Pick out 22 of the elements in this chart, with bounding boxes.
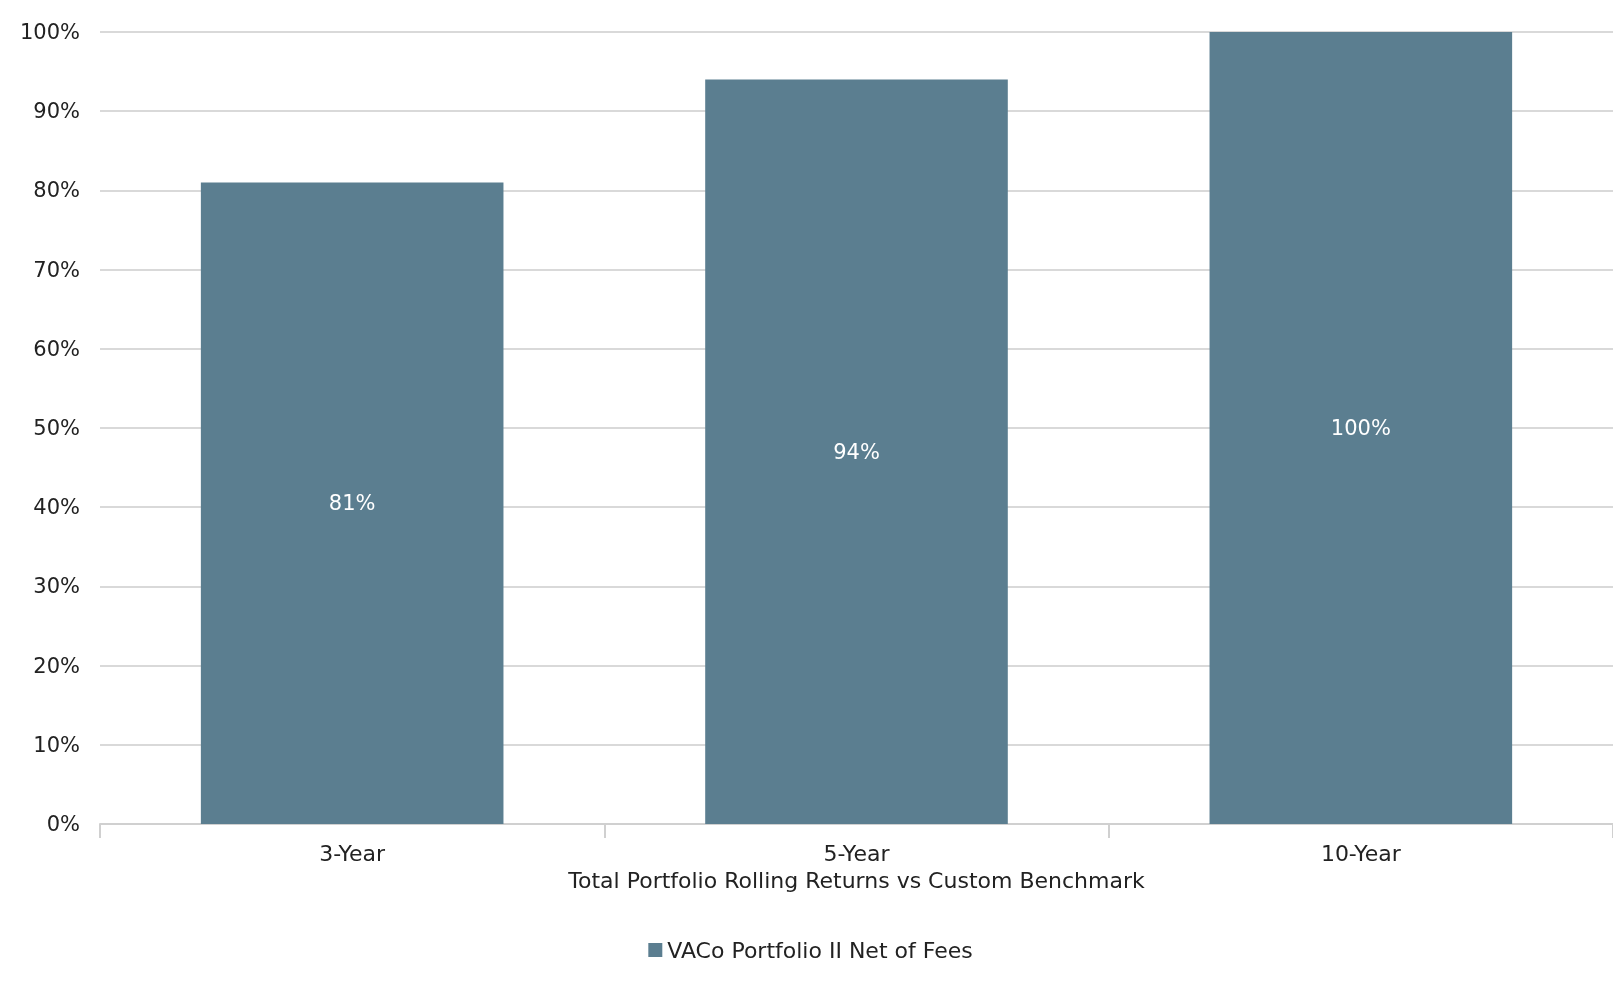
x-tick-label: 3-Year [319, 840, 387, 866]
bar [200, 182, 504, 824]
y-tick-label: 0% [46, 812, 80, 836]
data-label: 100% [1330, 416, 1391, 440]
y-tick-label: 80% [33, 178, 80, 203]
x-axis-title: Total Portfolio Rolling Returns vs Custom Benchmark [567, 867, 1145, 893]
y-tick-label: 50% [33, 416, 80, 440]
y-tick-label: 60% [33, 336, 80, 361]
y-tick-label: 90% [33, 99, 80, 124]
y-tick-label: 10% [33, 732, 80, 757]
y-tick-label: 40% [33, 495, 80, 520]
y-tick-label: 70% [33, 257, 80, 282]
bar [705, 79, 1008, 824]
bar [1209, 32, 1513, 824]
x-tick-label: 5-Year [823, 840, 891, 866]
data-label: 81% [328, 491, 376, 516]
legend-label: VACo Portfolio II Net of Fees [667, 937, 973, 963]
y-tick-label: 100% [19, 20, 80, 44]
y-tick-label: 20% [33, 653, 80, 678]
x-tick-label: 10-Year [1320, 840, 1402, 866]
y-tick-label: 30% [33, 574, 80, 599]
data-label: 94% [833, 439, 880, 464]
